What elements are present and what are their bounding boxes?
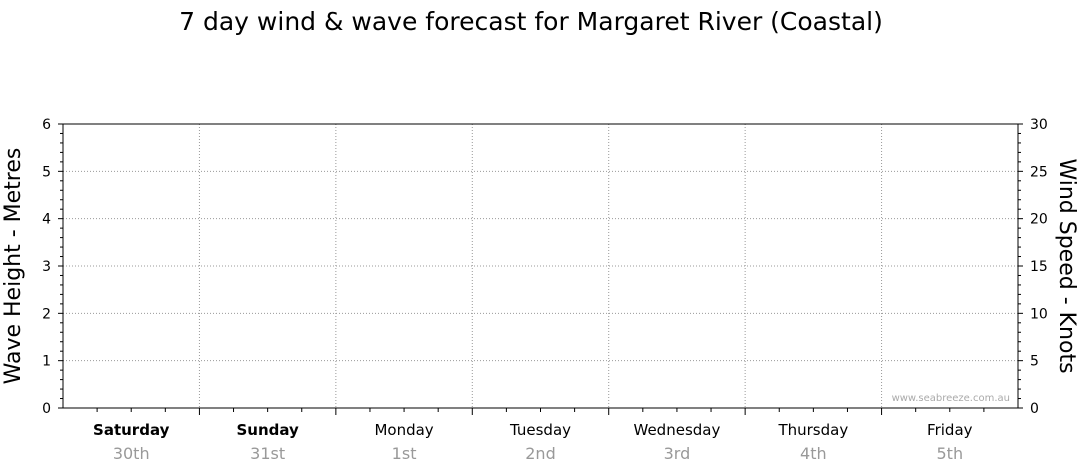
right-tick-label: 20	[1030, 212, 1048, 228]
left-tick-label: 6	[42, 117, 51, 133]
right-axis-title: Wind Speed - Knots	[1054, 158, 1079, 373]
day-date-label: 3rd	[664, 444, 691, 463]
right-tick-label: 5	[1030, 354, 1039, 370]
day-date-label: 1st	[392, 444, 417, 463]
left-axis-ticks: 0 1 2 3 4 5 6	[42, 117, 63, 417]
left-axis-title: Wave Height - Metres	[1, 148, 26, 385]
right-tick-label: 0	[1030, 401, 1039, 417]
day-labels: Saturday 30th Sunday 31st Monday 1st Tuesday 2n…	[93, 421, 973, 463]
left-tick-label: 5	[42, 164, 51, 180]
day-date-label: 31st	[250, 444, 285, 463]
left-tick-label: 3	[42, 259, 51, 275]
gridlines	[63, 124, 1018, 408]
day-name-label: Saturday	[93, 421, 170, 439]
right-tick-label: 15	[1030, 259, 1048, 275]
right-axis-ticks: 0 5 10 15 20 25 30	[1018, 117, 1048, 417]
right-tick-label: 25	[1030, 164, 1048, 180]
left-tick-label: 2	[42, 306, 51, 322]
left-tick-label: 1	[42, 354, 51, 370]
left-tick-label: 0	[42, 401, 51, 417]
day-name-label: Wednesday	[634, 421, 721, 439]
axes	[62, 123, 1019, 415]
left-tick-label: 4	[42, 212, 51, 228]
day-name-label: Monday	[374, 421, 433, 439]
day-date-label: 4th	[800, 444, 827, 463]
day-date-label: 2nd	[525, 444, 555, 463]
day-name-label: Tuesday	[509, 421, 571, 439]
day-name-label: Thursday	[777, 421, 848, 439]
day-date-label: 5th	[936, 444, 963, 463]
day-date-label: 30th	[113, 444, 150, 463]
watermark: www.seabreeze.com.au	[892, 393, 1010, 404]
day-name-label: Friday	[927, 421, 973, 439]
right-tick-label: 10	[1030, 306, 1048, 322]
chart-title: 7 day wind & wave forecast for Margaret …	[179, 7, 883, 36]
day-name-label: Sunday	[236, 421, 299, 439]
right-tick-label: 30	[1030, 117, 1048, 133]
